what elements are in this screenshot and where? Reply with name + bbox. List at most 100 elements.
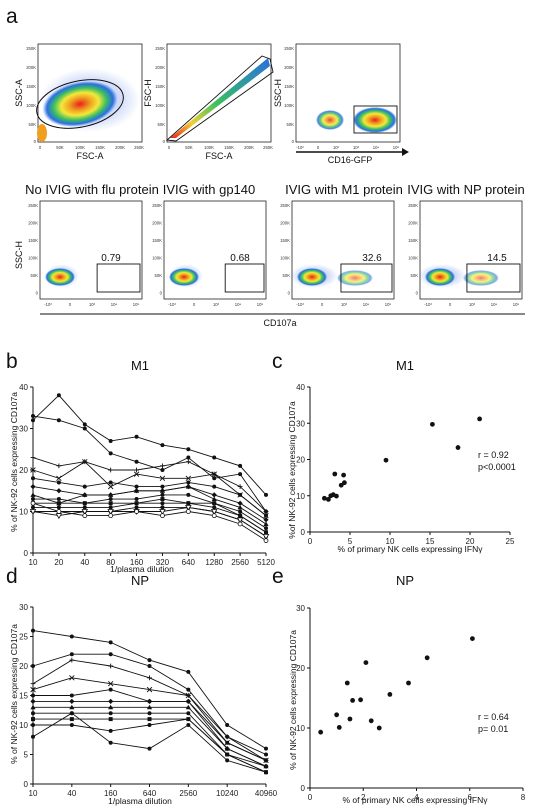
chart-b-point-0-2	[82, 422, 87, 427]
facs-xtick-0-2: 10³	[89, 302, 96, 307]
chart-b-point-6-4	[133, 488, 140, 493]
chart-d-xtick-2: 160	[104, 789, 118, 798]
chart-b-point-1-0	[31, 414, 35, 419]
chart-b-point-3-1	[56, 475, 62, 482]
chart-d-point-10-0	[31, 734, 35, 739]
chart-d-point-2-1	[69, 657, 75, 663]
chart-d-series-line-10	[32, 712, 267, 773]
facs2-xtick-3: 150K	[224, 145, 234, 150]
chart-d-point-1-3	[147, 664, 152, 668]
chart-b-series-1	[31, 414, 268, 514]
chart-b-point-3-2	[82, 458, 88, 465]
chart-b-point-8-5	[160, 497, 165, 502]
facs2-xtick-5: 250K	[263, 145, 273, 150]
chart-b-point-6-2	[82, 492, 88, 497]
chart-b-point-2-4	[134, 467, 139, 473]
chart-d-ytick-1: 5	[24, 751, 29, 760]
chart-b-point-8-2	[82, 501, 87, 506]
chart-d-series-0	[31, 628, 268, 751]
chart-c-ytick-1: 10	[296, 492, 305, 501]
chart-b-point-4-3	[108, 480, 113, 485]
panel-label-e: e	[272, 565, 284, 588]
chart-b-point-3-6	[185, 475, 192, 482]
chart-d-series-1	[31, 652, 268, 757]
facs1-ytick-0: 250K	[26, 46, 36, 51]
chart-b-point-8-1	[56, 501, 61, 506]
chart-b-point-12-4	[134, 509, 139, 514]
panel-label-b: b	[6, 350, 18, 373]
chart-d-point-1-4	[186, 687, 191, 692]
chart-d-point-3-0	[30, 686, 36, 693]
facs-row-ylabel: SSC-H	[14, 241, 24, 269]
chart-b-xlabel: 1/plasma dilution	[110, 564, 174, 574]
chart-b-series-12	[30, 500, 269, 543]
chart-b-point-9-5	[160, 501, 165, 506]
chart-d-point-4-6	[264, 758, 268, 763]
facs1-xtick-5: 250K	[134, 145, 144, 150]
chart-b-ytick-1: 10	[19, 508, 28, 517]
chart-b-xtick-1: 20	[54, 558, 63, 567]
panel-label-a: a	[6, 5, 18, 28]
chart-c-xlabel: % of primary NK cells expressing IFNγ	[337, 544, 483, 554]
chart-d-point-0-1	[69, 634, 74, 639]
chart-b-point-12-3	[108, 513, 114, 519]
chart-b-xtick-0: 10	[29, 558, 38, 567]
chart-d-point-8-3	[147, 717, 152, 722]
chart-b-ytick-0: 0	[24, 549, 29, 558]
facs3-xtick-3: 10³	[353, 145, 360, 150]
chart-e-point-8	[368, 718, 374, 724]
facs-title-1: IVIG with gp140	[163, 182, 256, 197]
facs-population-3	[425, 268, 455, 286]
chart-b-series-line-8	[33, 498, 267, 533]
chart-c: 0 10 20 30 40 0 5 10 15 20 25	[296, 383, 515, 546]
facs3-ytick-5: 0	[292, 139, 295, 144]
facs2-xtick-1: 50K	[185, 145, 193, 150]
chart-b-point-5-8	[237, 500, 243, 506]
chart-d-point-7-0	[31, 711, 35, 716]
chart-e-xlabel: % of primary NK cells expressing IFNγ	[342, 795, 488, 805]
facs-ytick-3-2: 150K	[408, 238, 418, 243]
chart-b-point-7-4	[134, 497, 139, 502]
facs-xtick-0-3: 10⁴	[111, 302, 118, 307]
facs-ytick-2-3: 100K	[280, 256, 290, 261]
chart-d-point-8-2	[108, 717, 113, 722]
chart-d-series-line-2	[32, 659, 267, 761]
chart-b-point-4-8	[238, 492, 243, 497]
facs-ytick-0-0: 250K	[28, 203, 38, 208]
chart-d-point-9-5	[225, 752, 230, 757]
chart-b-series-line-0	[32, 394, 267, 496]
chart-d-xtick-4: 2560	[179, 789, 197, 798]
facs-xtick-3-0: -10³	[424, 302, 432, 307]
facs1-ytick-1: 200K	[26, 65, 36, 70]
chart-b-point-11-0	[29, 509, 37, 515]
chart-e-point-0	[318, 729, 324, 735]
facs-percent-3: 14.5	[487, 253, 507, 264]
chart-d-ytick-0: 0	[24, 780, 29, 789]
facs-xtick-3-2: 10³	[469, 302, 476, 307]
facs-ytick-3-1: 200K	[408, 221, 418, 226]
chart-e-point-13	[470, 636, 475, 641]
chart-d-point-8-0	[31, 717, 35, 722]
chart-b-point-11-2	[81, 509, 89, 515]
chart-d-ytick-6: 30	[19, 603, 28, 612]
chart-b-point-6-3	[108, 492, 114, 497]
chart-b-point-2-0	[30, 455, 36, 460]
facs-gate-2	[340, 263, 393, 293]
facs-ytick-1-5: 0	[160, 291, 163, 296]
chart-b-point-10-5	[160, 505, 165, 510]
chart-b-point-5-9	[263, 517, 269, 523]
chart-d-point-5-4	[185, 698, 191, 704]
facs3-ylabel: SSC-H	[273, 79, 283, 107]
chart-d-point-1-0	[31, 664, 35, 668]
chart-b-point-1-3	[108, 451, 113, 456]
facs-xtick-2-0: -10³	[296, 302, 304, 307]
facs-xtick-1-4: 10⁵	[257, 302, 264, 307]
chart-b-point-6-5	[159, 488, 166, 493]
chart-d-series-6	[30, 704, 269, 769]
chart-d-point-9-1	[69, 723, 74, 727]
facs1-xlabel: FSC-A	[77, 151, 104, 161]
panel-label-c: c	[272, 350, 283, 373]
chart-b-point-12-9	[263, 538, 269, 543]
facs-title-0: No IVIG with flu protein	[25, 182, 159, 197]
facs-cd107a-panel-3: 250K 200K 150K 100K 50K 0 -10³ 0 10³ 10⁴ 10⁵	[408, 200, 523, 307]
